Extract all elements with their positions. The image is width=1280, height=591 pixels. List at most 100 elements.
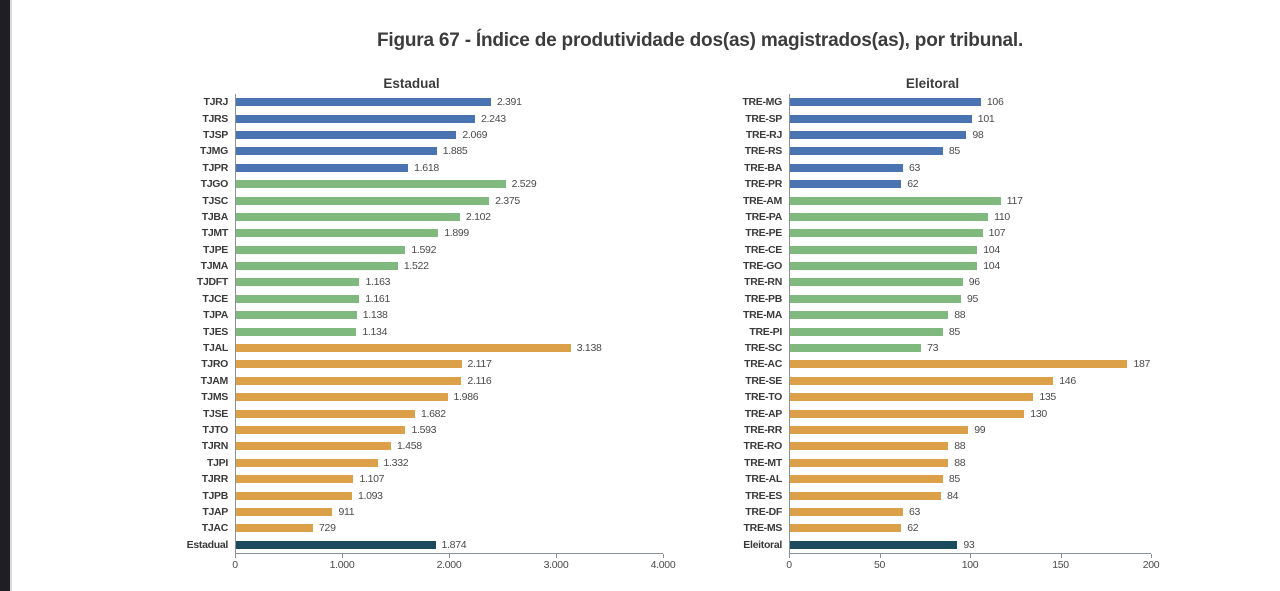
value-label: 85 [948, 473, 960, 486]
bar-row: TRE-MA 88 [714, 307, 1174, 323]
bar [789, 147, 943, 156]
bar-row: TRE-SP 101 [714, 110, 1174, 126]
bar [235, 376, 462, 385]
category-label: TJDFT [196, 276, 228, 289]
bar-row: TRE-MT 88 [714, 455, 1174, 471]
bar-track: 101 [789, 112, 1151, 125]
bar [235, 180, 506, 189]
bar [789, 376, 1054, 385]
bar [789, 327, 943, 336]
bar [789, 278, 963, 287]
category-label: TJCE [202, 292, 228, 305]
bar [789, 262, 978, 271]
bar [789, 507, 904, 516]
value-label: 1.592 [411, 243, 437, 256]
axis-tick [879, 553, 881, 558]
axis-tick [789, 553, 790, 558]
bar-row: TRE-TO 135 [714, 389, 1174, 405]
bar-track: 187 [789, 358, 1151, 370]
category-label: TRE-SP [745, 112, 782, 125]
bar-track: 1.107 [235, 473, 663, 485]
value-label: 2.243 [481, 112, 506, 125]
bar-row: TRE-SE 146 [714, 373, 1174, 389]
bar-track: 2.243 [235, 112, 663, 125]
bar-row: TJRJ 2.391 [160, 94, 680, 110]
bar-row: TRE-BA 63 [714, 160, 1174, 176]
bar [789, 426, 969, 434]
value-label: 101 [977, 112, 995, 125]
plot-area-estadual: TJRJ 2.391 TJRS 2.243 TJSP 2.069 TJMG 1.885 TJPR… [160, 94, 680, 574]
category-label: TJMG [200, 145, 228, 158]
category-label: TRE-SE [745, 374, 782, 387]
bar-row: TJSE 1.682 [160, 405, 680, 421]
bar-track: 104 [789, 260, 1151, 272]
category-label: TRE-PE [745, 227, 782, 240]
category-label: TRE-ES [745, 489, 782, 502]
bar-row: TJBA 2.102 [160, 209, 680, 225]
value-label: 2.116 [467, 374, 492, 387]
category-label: TJAP [202, 505, 228, 518]
bar-row: TJSC 2.375 [160, 192, 680, 208]
chart-title-eleitoral: Eleitoral [905, 76, 960, 91]
bar-track: 63 [789, 505, 1151, 518]
value-label: 2.069 [462, 128, 488, 141]
bar-track: 1.134 [235, 326, 663, 338]
category-label: TRE-PA [745, 210, 782, 223]
category-label: TRE-GO [742, 260, 782, 273]
bar-track: 99 [789, 424, 1151, 436]
bar-track: 104 [789, 244, 1151, 256]
category-label: TJPE [202, 243, 228, 256]
bar-track: 85 [789, 473, 1151, 486]
value-label: 1.161 [365, 292, 390, 305]
bar-track: 2.391 [235, 96, 663, 108]
bar [789, 442, 949, 451]
figure-title: Figura 67 - Índice de produtividade dos(… [376, 30, 1024, 51]
value-label: 63 [909, 161, 921, 174]
category-label: TRE-PR [744, 178, 783, 191]
bar-row: TRE-MS 62 [714, 520, 1174, 536]
value-label: 88 [954, 440, 966, 453]
value-label: 146 [1059, 374, 1076, 387]
bar-track: 3.138 [235, 342, 663, 354]
value-label: 1.332 [383, 456, 409, 469]
axis-tick-label: 0 [232, 558, 238, 571]
bar-track: 130 [789, 408, 1151, 420]
value-label: 62 [907, 522, 919, 535]
value-label: 911 [338, 505, 355, 518]
value-label: 2.117 [467, 358, 492, 371]
axis-tick-label: 200 [1142, 558, 1160, 571]
bar [789, 393, 1034, 402]
bar-row: TRE-RJ 98 [714, 127, 1174, 143]
bar [235, 245, 406, 254]
bar-track: 2.529 [235, 178, 663, 190]
category-label: TRE-CE [744, 243, 783, 256]
category-label: TJSE [202, 407, 228, 420]
bars-area: TJRJ 2.391 TJRS 2.243 TJSP 2.069 TJMG 1.885 TJPR… [160, 94, 680, 553]
value-label: 73 [927, 342, 939, 355]
category-label: TRE-MT [744, 456, 782, 469]
value-label: 98 [972, 128, 984, 141]
bar-track: 1.138 [235, 309, 663, 321]
category-label: TRE-MS [743, 522, 783, 535]
category-label: TJPI [207, 456, 228, 469]
category-label: TJAL [202, 342, 228, 355]
bar-track: 107 [789, 227, 1151, 239]
bar-row: TJPB 1.093 [160, 487, 680, 503]
bar [235, 458, 378, 467]
category-label: TJGO [200, 178, 229, 191]
value-label: 1.986 [453, 391, 479, 404]
value-label: 63 [909, 505, 921, 518]
category-label: TJRO [201, 358, 228, 371]
category-label: TRE-BA [744, 161, 782, 174]
bar-row: TJCE 1.161 [160, 291, 680, 307]
axis-tick [663, 553, 664, 558]
bar [789, 130, 967, 139]
value-label: 95 [966, 292, 979, 305]
value-label: 93 [963, 538, 975, 551]
bar-row: TRE-AP 130 [714, 405, 1174, 421]
bar [789, 163, 904, 172]
value-label: 2.375 [495, 194, 520, 207]
bar-row: TRE-RR 99 [714, 422, 1174, 438]
bar-row: TRE-RS 85 [714, 143, 1174, 159]
category-label: TJRN [201, 440, 229, 453]
